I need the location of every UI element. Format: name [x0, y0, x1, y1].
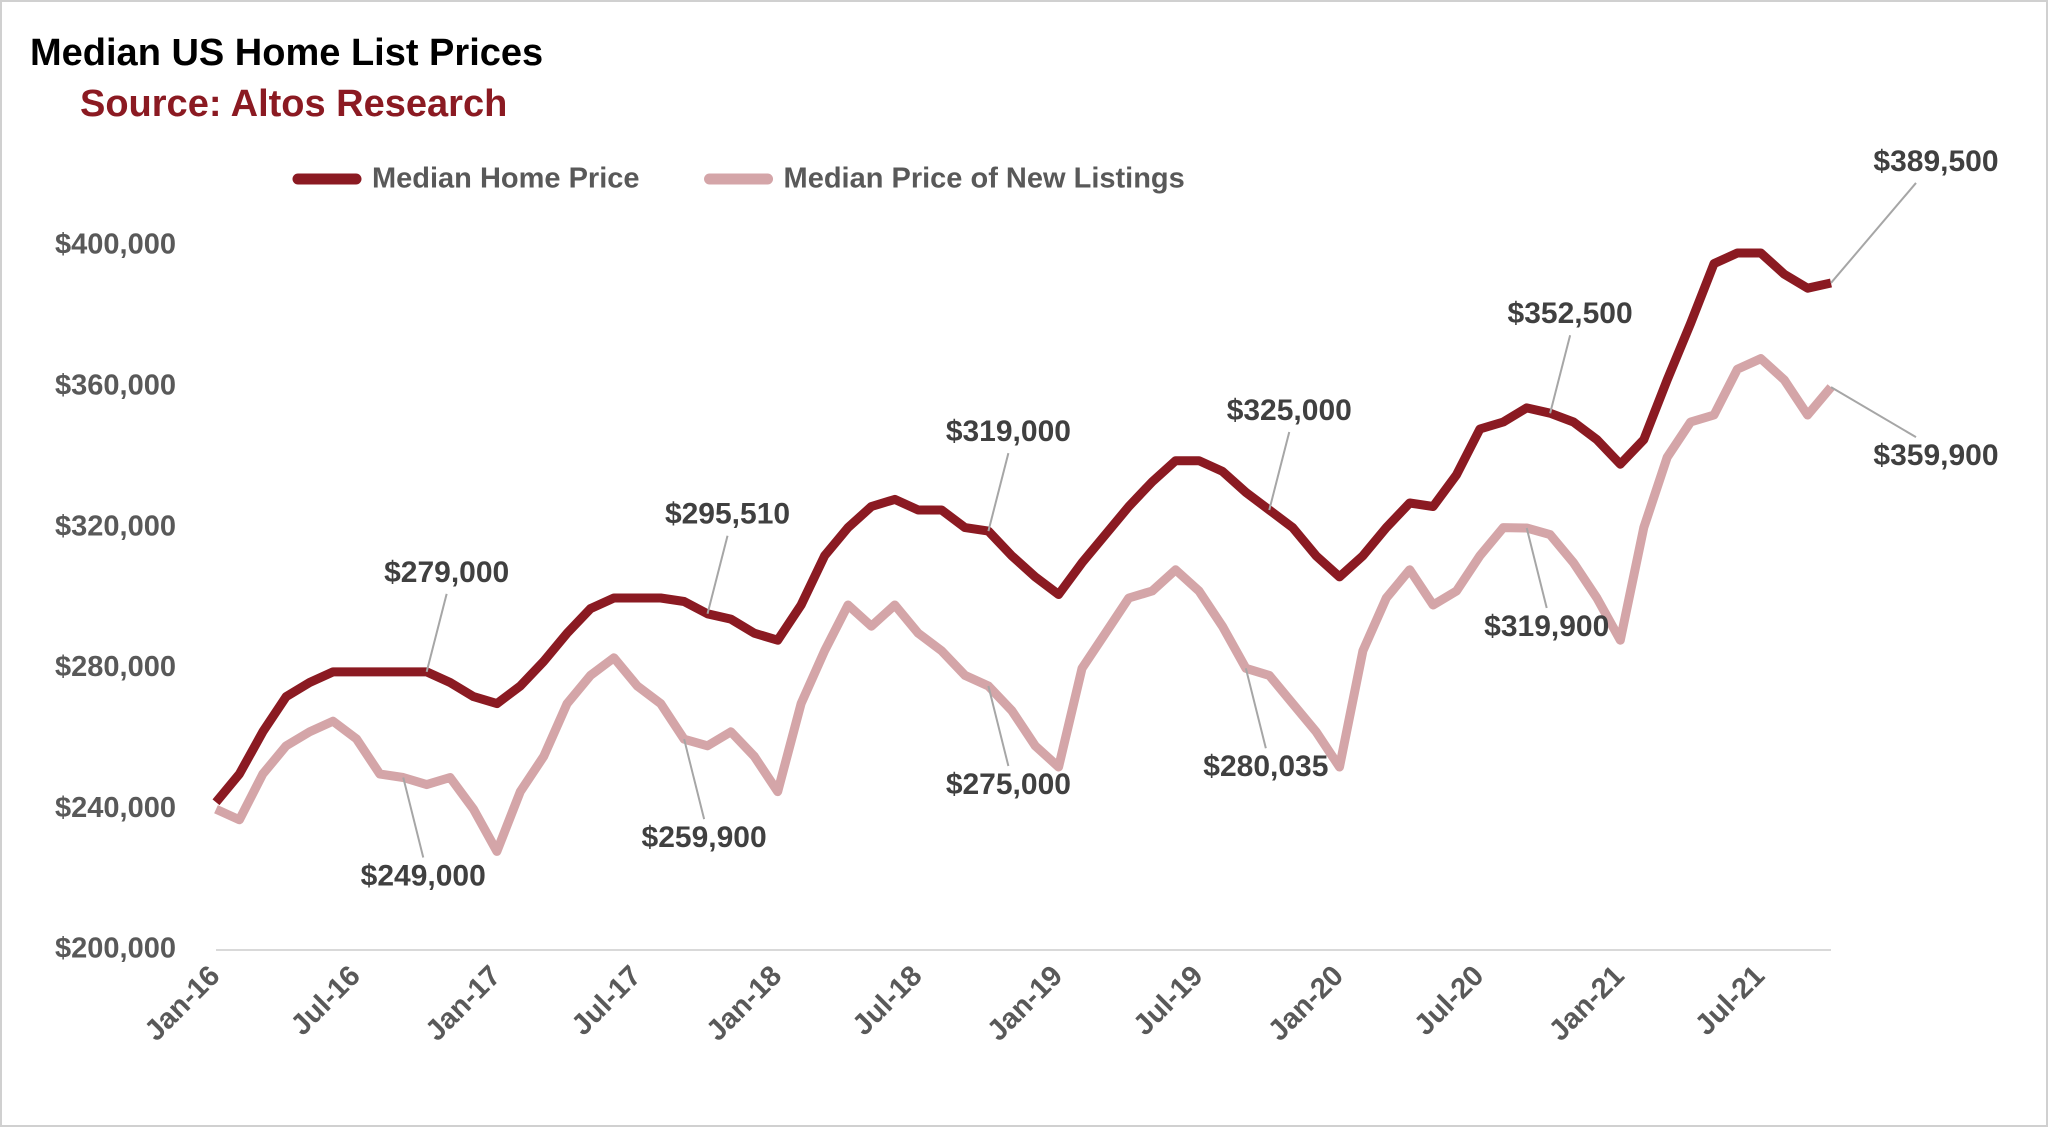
data-label: $280,035 — [1203, 750, 1328, 783]
y-tick-label: $200,000 — [55, 933, 176, 965]
leader-line — [683, 738, 706, 820]
legend-label: Median Price of New Listings — [784, 163, 1185, 195]
data-label: $319,000 — [946, 415, 1071, 448]
data-label: $295,510 — [665, 498, 790, 531]
leader-line — [987, 685, 1010, 767]
leader-line — [1525, 527, 1548, 609]
data-label: $325,000 — [1227, 394, 1352, 427]
leader-line — [425, 593, 448, 673]
data-label: $275,000 — [946, 768, 1071, 801]
leader-line — [706, 535, 729, 615]
y-tick-label: $360,000 — [55, 369, 176, 401]
y-tick-label: $320,000 — [55, 510, 176, 542]
y-tick-label: $280,000 — [55, 651, 176, 683]
leader-line — [1244, 668, 1267, 749]
leader-line — [402, 777, 425, 858]
y-tick-label: $240,000 — [55, 792, 176, 824]
data-label: $279,000 — [384, 556, 509, 589]
data-label: $389,500 — [1873, 145, 1998, 178]
data-label: $249,000 — [361, 859, 486, 892]
data-label: $259,900 — [642, 821, 767, 854]
legend-label: Median Home Price — [372, 163, 640, 195]
leader-line — [1830, 386, 1917, 439]
data-label: $359,900 — [1873, 439, 1998, 472]
data-label: $352,500 — [1508, 297, 1633, 330]
leader-line — [1268, 431, 1291, 511]
series-line — [214, 354, 1835, 856]
leader-line — [1830, 182, 1917, 284]
series-line — [212, 248, 1832, 806]
chart-subtitle: Source: Altos Research — [80, 83, 507, 125]
chart-title: Median US Home List Prices — [30, 32, 543, 74]
data-label: $319,900 — [1484, 610, 1609, 643]
leader-line — [1549, 334, 1572, 414]
y-tick-label: $400,000 — [55, 229, 176, 261]
leader-line — [987, 452, 1010, 532]
